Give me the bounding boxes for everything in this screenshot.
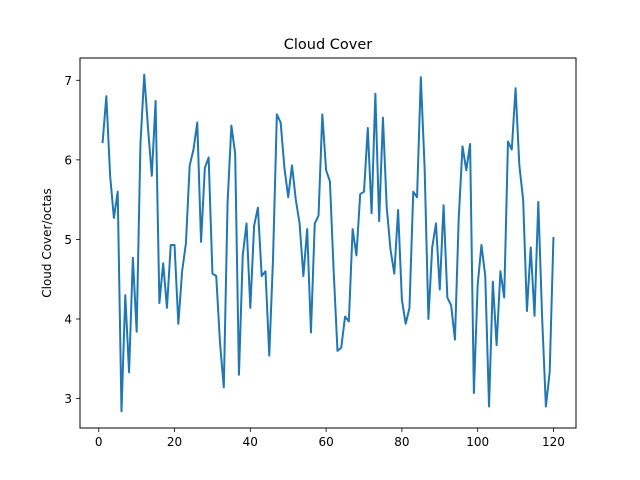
series-line-0 — [101, 73, 555, 413]
x-tick-label: 60 — [318, 435, 333, 449]
chart-title: Cloud Cover — [284, 37, 373, 53]
y-tick-label: 3 — [64, 392, 72, 406]
y-axis-label: Cloud Cover/octas — [40, 188, 54, 298]
y-tick-label: 6 — [64, 153, 72, 167]
y-tick-label: 7 — [64, 74, 72, 88]
x-tick-label: 0 — [95, 435, 103, 449]
x-tick-label: 80 — [394, 435, 409, 449]
y-tick-label: 5 — [64, 233, 72, 247]
x-tick-label: 40 — [243, 435, 258, 449]
x-tick-label: 120 — [542, 435, 565, 449]
axis-ticks: 0 20 40 60 80 100 120 3 4 5 6 7 — [64, 74, 565, 449]
y-tick-label: 4 — [64, 312, 72, 326]
x-tick-label: 100 — [466, 435, 489, 449]
x-tick-label: 20 — [167, 435, 182, 449]
axes-frame — [79, 57, 577, 429]
plot-area — [101, 73, 555, 413]
